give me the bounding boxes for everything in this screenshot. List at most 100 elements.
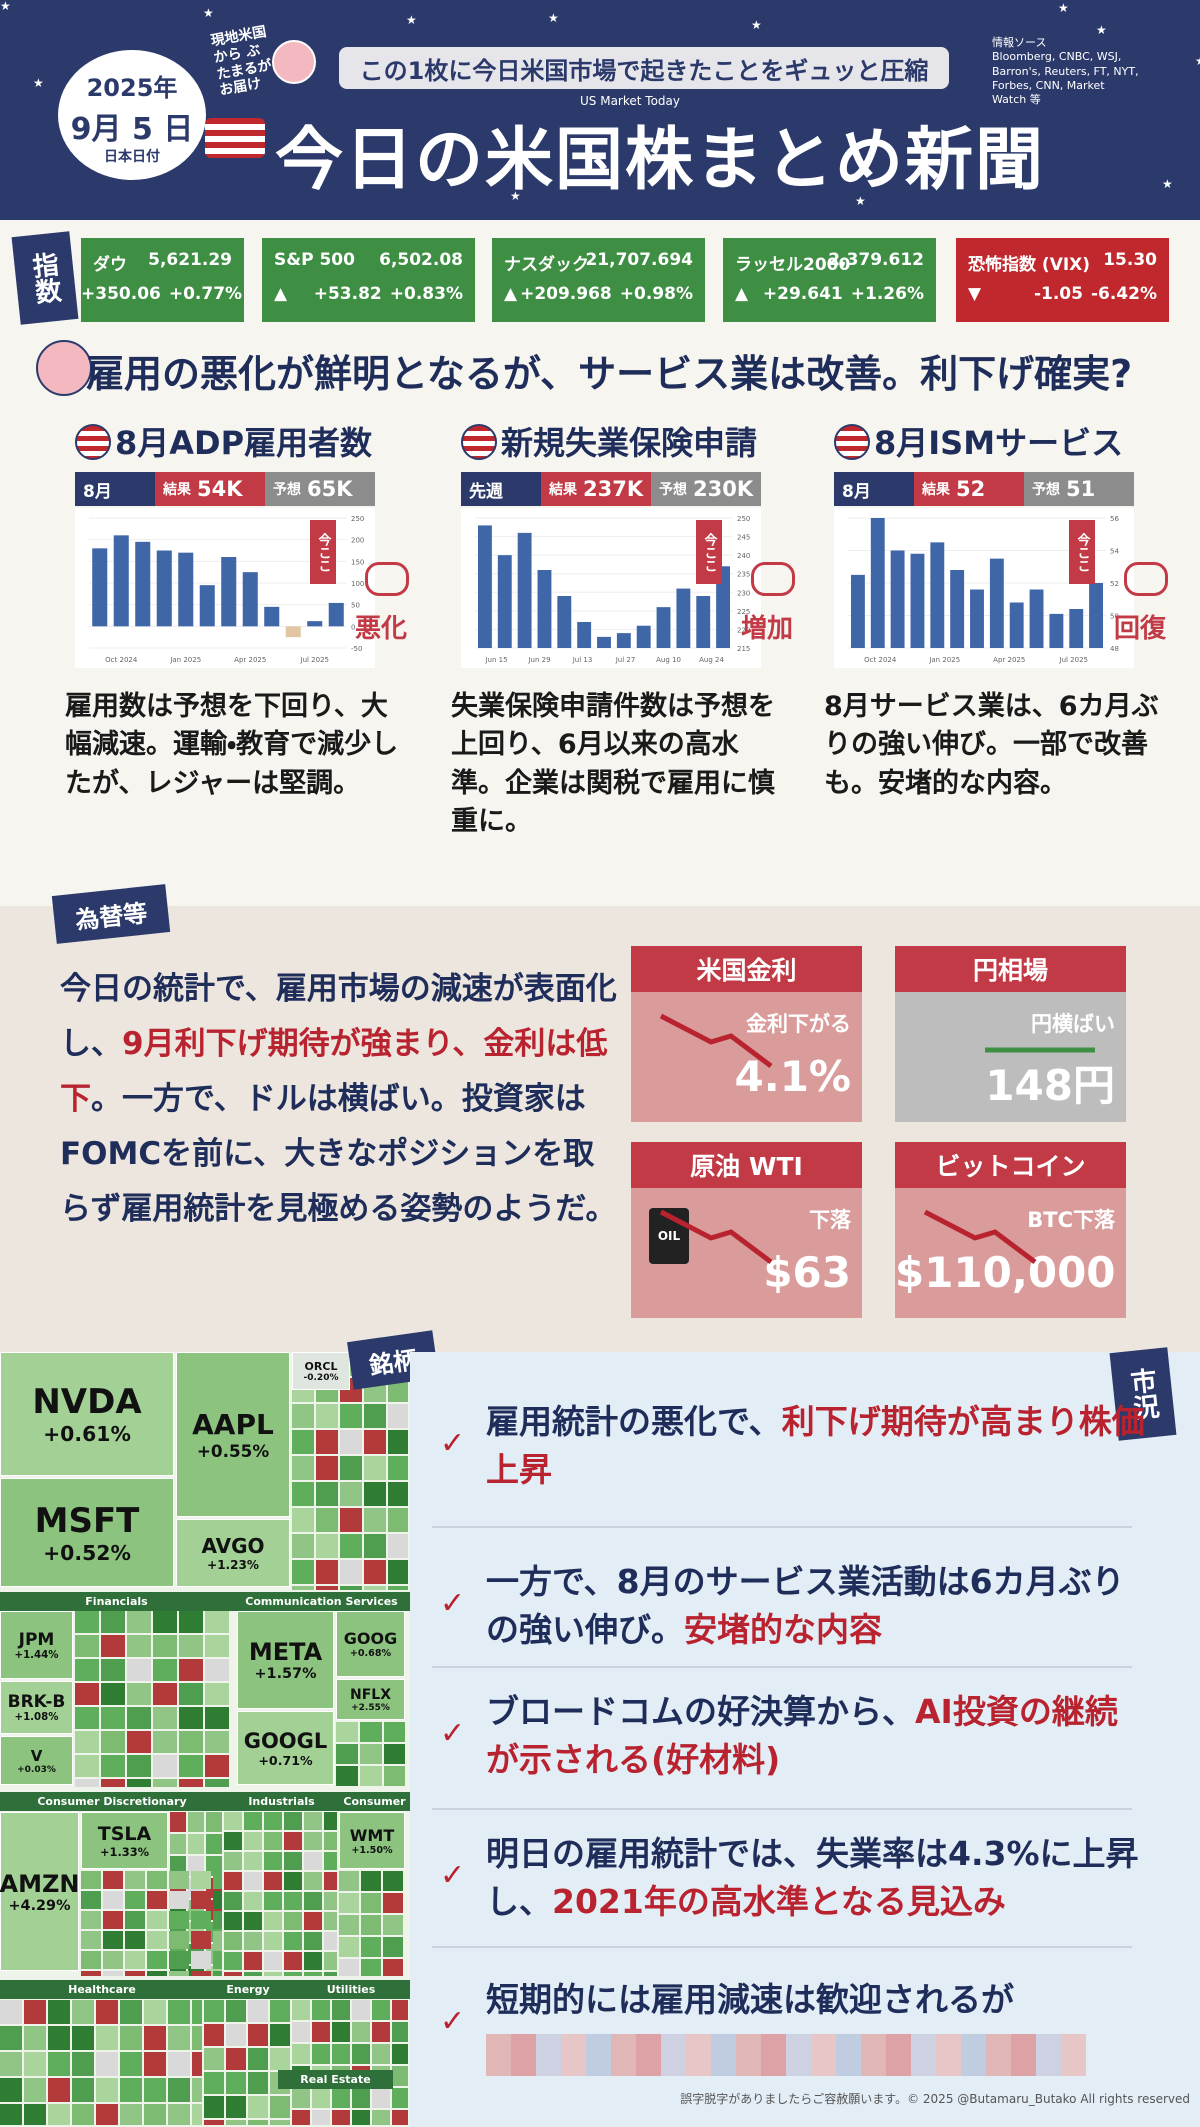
heatmap-filler-tile [24,2052,46,2076]
heatmap-filler-tile [352,2022,370,2042]
info-segment: 結果 54K [155,472,265,506]
heatmap-filler-tile [248,2024,268,2046]
heatmap-filler-tile [292,1586,314,1590]
heatmap-filler-tile [147,1911,167,1929]
panel-title: 新規失業保険申請 [501,424,758,462]
heatmap-filler-tile [383,1893,403,1913]
index-change: +53.82 [313,284,382,304]
heatmap-filler-tile [120,2000,142,2024]
heatmap-filler-tile [244,1832,262,1850]
heatmap-filler-tile [144,2026,166,2050]
heatmap-filler-tile [147,1971,167,1976]
card-note: BTC下落 [1027,1208,1115,1232]
heatmap-filler-tile [191,1891,211,1909]
heatmap-filler-tile [127,1779,151,1787]
stock-name: TSLA [97,1822,152,1845]
info-segment: 予想 51 [1024,472,1134,506]
result-label: 結果 [922,482,950,498]
heatmap-filler-tile [179,1755,203,1777]
heatmap-filler-tile [191,1951,211,1969]
stock-change: +1.33% [99,1844,150,1859]
bar [557,596,572,648]
heatmap-filler-tile [224,1892,242,1910]
blurred-text [661,2034,686,2076]
forex-card: ビットコイン BTC下落 $110,000 [895,1142,1126,1318]
info-segment: 8月 [75,472,155,506]
star: ★ [203,6,214,20]
bar [537,570,552,648]
heatmap-filler-tile [191,1911,211,1929]
heatmap-filler-tile [372,2110,390,2125]
heatmap-filler-tile [192,2052,202,2076]
sector-label: Financials [0,1592,233,1611]
heatmap-filler-tile [392,2110,408,2125]
heatmap-filler-tile [364,1430,386,1454]
heatmap-filler-tile [284,1812,302,1830]
heatmap-filler-tile [168,2000,190,2024]
heatmap-filler-tile [364,1482,386,1506]
result-label: 結果 [163,482,191,498]
blurred-text [511,2034,536,2076]
indices-label: 指数 [11,231,79,325]
heatmap-filler-tile [304,1892,322,1910]
sector-label: Consumer [339,1792,410,1811]
x-tick-label: Apr 2025 [993,656,1025,664]
bar [307,621,323,627]
heatmap-filler-tile [127,1611,151,1633]
heatmap-filler-tile [364,1586,386,1590]
heatmap-filler-tile [191,1931,211,1949]
heatmap-filler-tile [120,2104,142,2125]
heatmap-filler-tile [81,1971,101,1976]
heatmap-filler-tile [312,2022,330,2042]
flag-icon [461,424,497,460]
heatmap-filler-tile [392,2000,408,2020]
heatmap-filler-tile [248,2120,268,2125]
y-tick-label: 50 [1110,613,1119,621]
heatmap-filler-tile [270,2120,290,2125]
panel-title: 8月ISMサービス [874,424,1124,462]
blurred-text [1061,2034,1086,2076]
heatmap-filler-tile [101,1659,125,1681]
heatmap-filler-tile [204,2024,224,2046]
heatmap-filler-tile [101,1779,125,1787]
stock-name: BRK-B [7,1692,66,1712]
stock-name: JPM [18,1629,55,1650]
heatmap-filler-tile [284,1872,302,1890]
heatmap-filler-tile [364,1404,386,1428]
heatmap-filler-tile [336,1722,358,1742]
heatmap-filler-tile [270,2000,290,2022]
bar [221,557,237,627]
heatmap-filler-tile [153,1659,177,1681]
heatmap-filler-tile [292,1560,314,1584]
heatmap-filler-tile [244,1912,262,1930]
forex-paragraph: 今日の統計で、雇用市場の減速が表面化し、9月利下げ期待が強まり、金利は低下。一方… [60,962,620,1237]
forex-card: 円相場 円横ばい 148円 [895,946,1126,1122]
heatmap-filler-tile [81,1951,101,1969]
index-direction: ▲ [735,284,749,304]
heatmap-filler-tile [264,1872,282,1890]
heatmap-filler-tile [372,2088,390,2108]
heatmap-filler-tile [192,2078,202,2102]
heatmap-filler-tile [392,2044,408,2064]
heatmap-filler-tile [169,1891,189,1909]
heatmap-filler-tile [206,1812,222,1832]
y-tick-label: 100 [351,580,364,588]
heatmap-filler-tile [103,1911,123,1929]
heatmap-filler-tile [226,2072,246,2094]
trend-tag: 増加 [741,614,794,644]
heatmap-filler-tile [312,2088,330,2108]
bar [156,550,172,627]
stock-tile: GOOG +0.68% [336,1611,405,1677]
bar [676,588,691,648]
separator [432,1808,1132,1810]
heatmap-filler-tile [224,1932,242,1950]
y-tick-label: 56 [1110,515,1119,523]
sector-label: Consumer Discretionary [0,1792,224,1811]
heatmap-filler-tile [388,1586,408,1590]
y-tick-label: 150 [351,558,364,566]
y-tick-label: 225 [737,608,750,616]
heatmap-filler-tile [204,2000,224,2022]
heatmap-filler-tile [224,1852,242,1870]
stock-tile: WMT +1.50% [339,1812,405,1869]
